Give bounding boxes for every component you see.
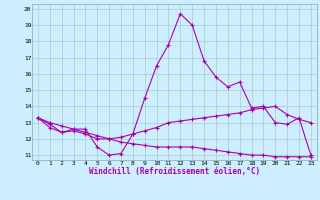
X-axis label: Windchill (Refroidissement éolien,°C): Windchill (Refroidissement éolien,°C) xyxy=(89,167,260,176)
